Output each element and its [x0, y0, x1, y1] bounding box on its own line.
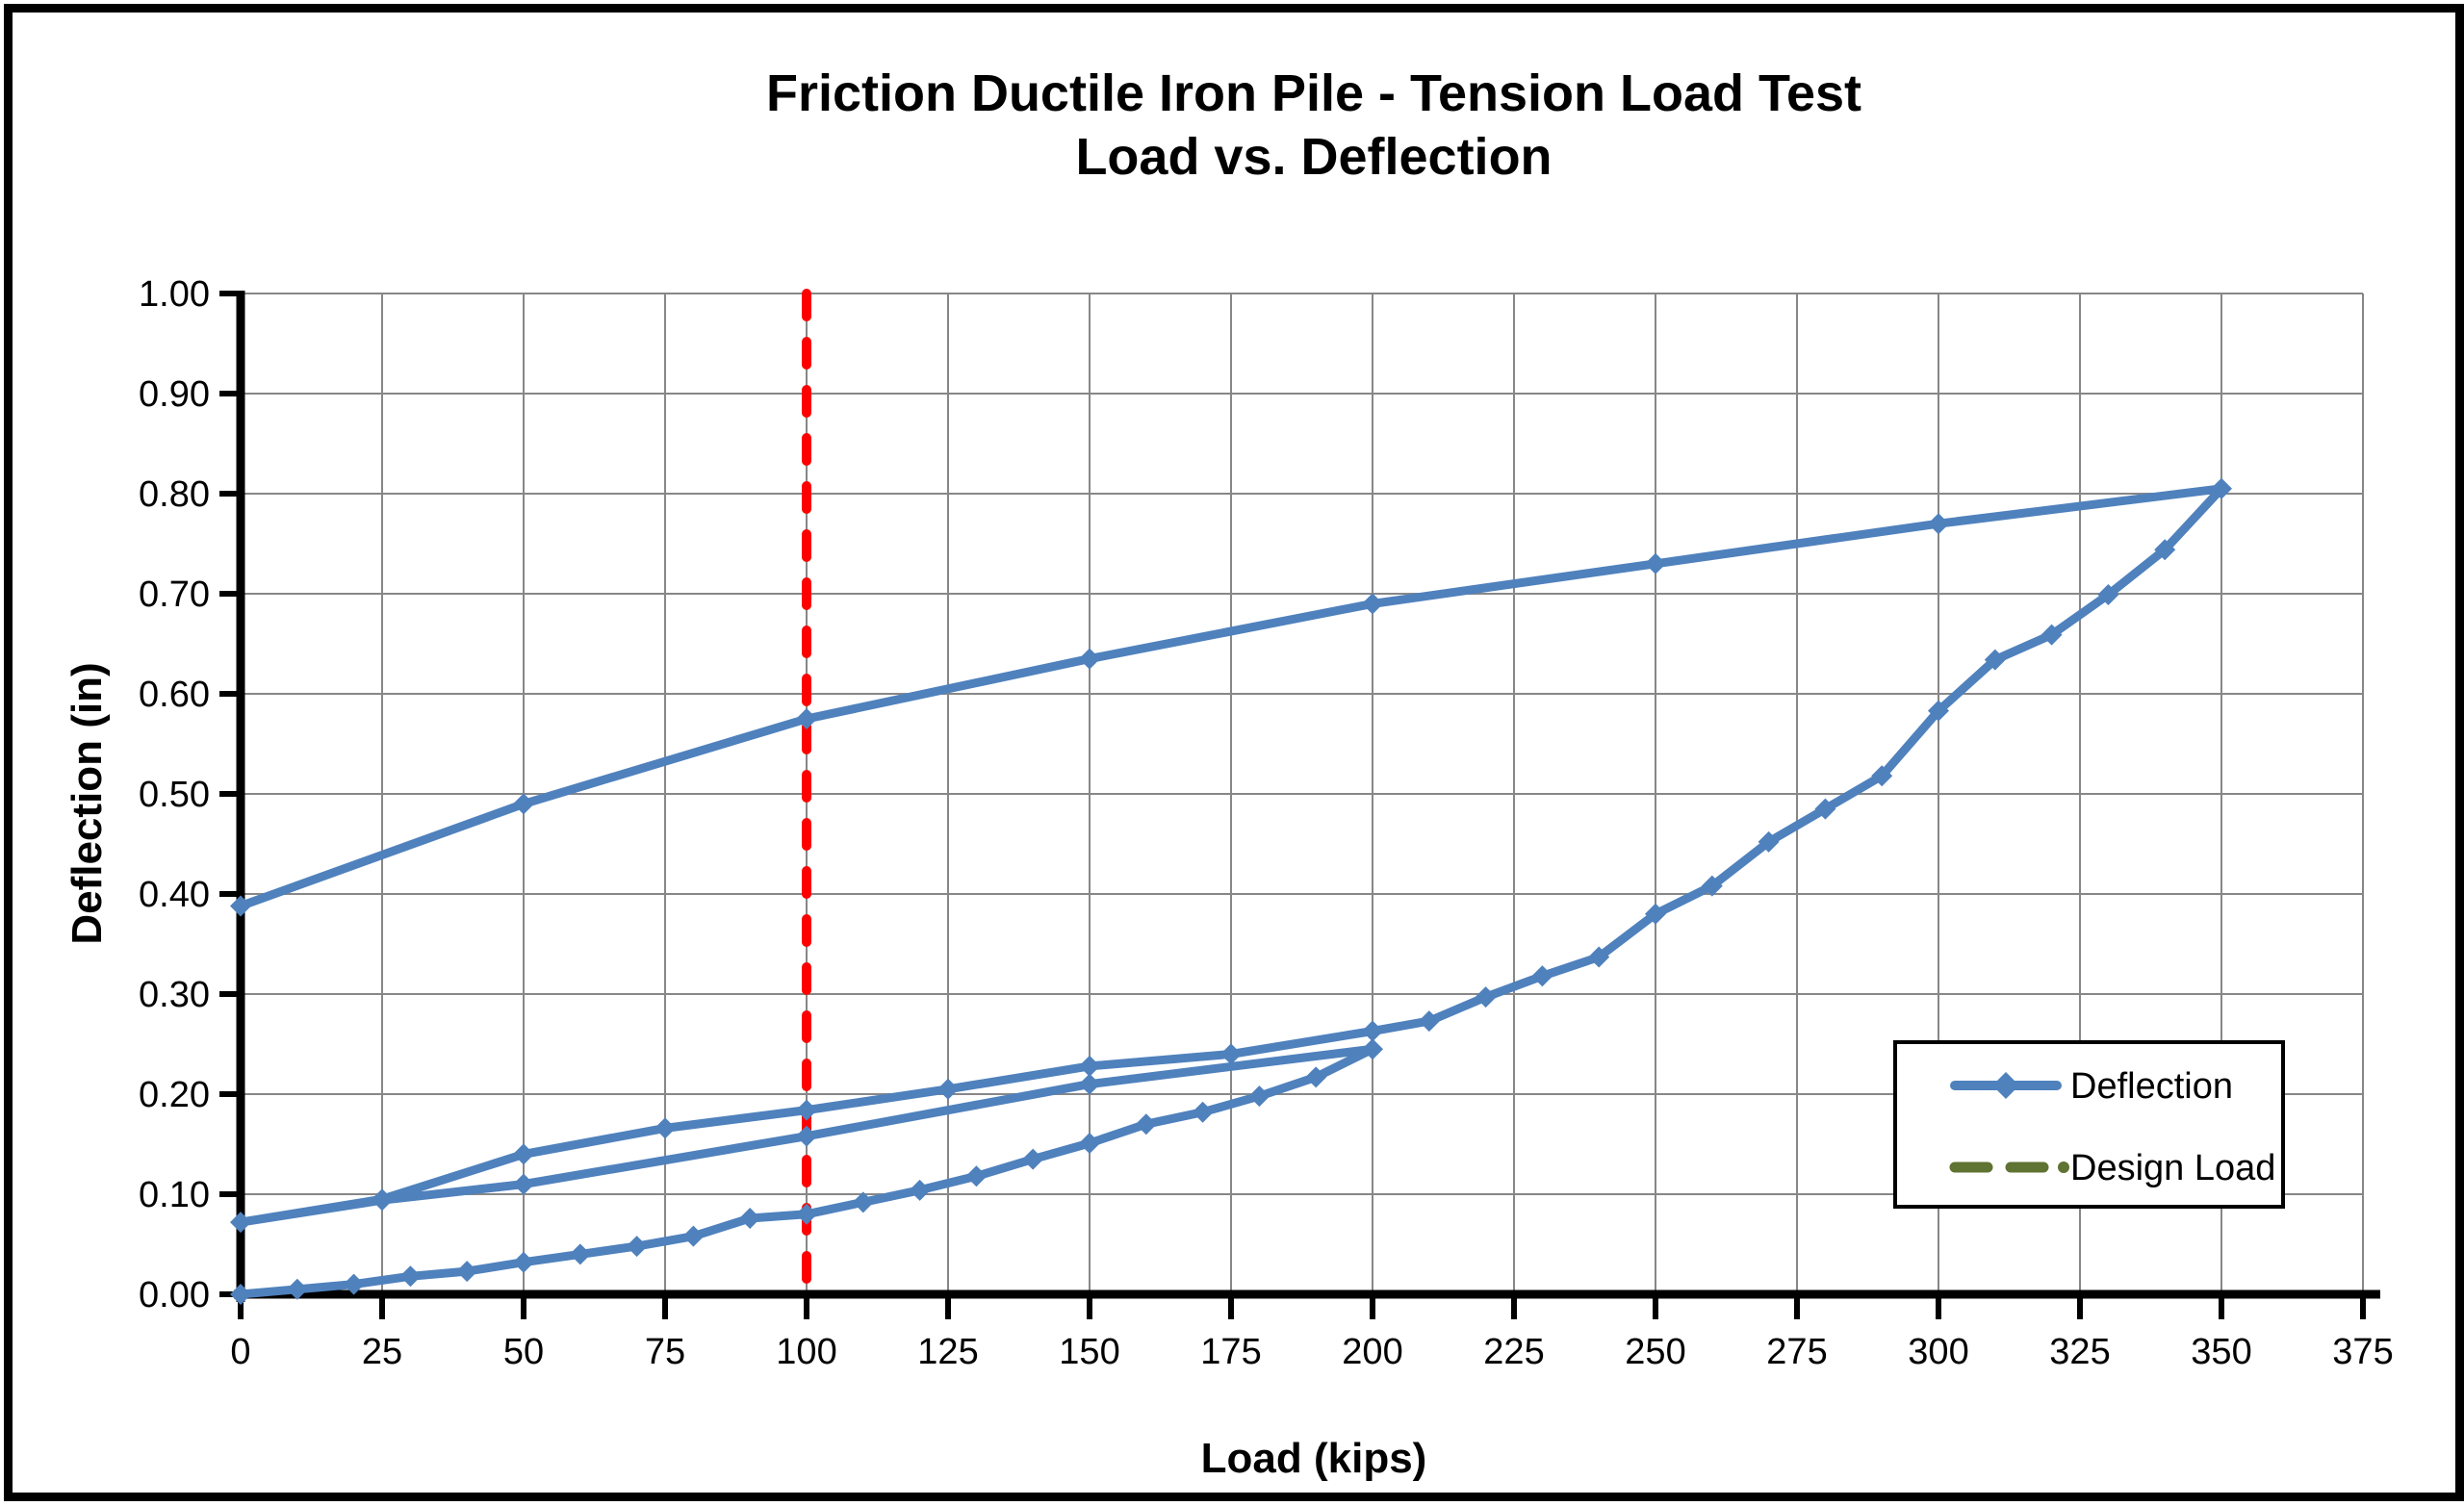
- deflection-marker-1: [286, 1278, 308, 1300]
- deflection-marker-23: [513, 1173, 534, 1195]
- deflection-marker-3: [399, 1265, 422, 1288]
- deflection-marker-13: [965, 1165, 988, 1187]
- y-tick-label-0.70: 0.70: [139, 574, 210, 615]
- deflection-marker-53: [796, 708, 817, 729]
- y-tick-label-0.40: 0.40: [139, 875, 210, 915]
- deflection-marker-9: [739, 1207, 761, 1229]
- legend-design-load-dot-icon: [2058, 1161, 2069, 1173]
- title-line-1: Friction Ductile Iron Pile - Tension Loa…: [765, 64, 1862, 122]
- deflection-marker-52: [1079, 648, 1100, 670]
- deflection-marker-16: [1135, 1113, 1157, 1136]
- load-deflection-chart: 0.00 0.10 0.20 0.30 0.40 0.50 0.60 0.70 0.80 0.90…: [139, 274, 2394, 1372]
- deflection-marker-51: [1362, 593, 1383, 615]
- x-tick-label-375: 375: [2332, 1332, 2393, 1372]
- x-tick-label-100: 100: [776, 1332, 836, 1372]
- y-tick-label-0.20: 0.20: [139, 1075, 210, 1115]
- deflection-marker-26: [372, 1188, 393, 1211]
- deflection-marker-18: [1248, 1085, 1270, 1108]
- deflection-marker-49: [1928, 513, 1949, 535]
- deflection-marker-46: [2097, 584, 2119, 606]
- legend-box: [1893, 1040, 2285, 1209]
- x-tick-label-275: 275: [1766, 1332, 1827, 1372]
- deflection-marker-37: [1588, 946, 1610, 968]
- deflection-marker-40: [1758, 830, 1780, 853]
- deflection-marker-48: [2211, 477, 2232, 499]
- x-tick-label-250: 250: [1625, 1332, 1685, 1372]
- x-tick-label-75: 75: [645, 1332, 685, 1372]
- deflection-marker-43: [1928, 700, 1949, 722]
- deflection-marker-41: [1814, 798, 1836, 820]
- deflection-marker-27: [513, 1143, 534, 1165]
- legend-deflection-label: Deflection: [2070, 1066, 2233, 1107]
- deflection-marker-14: [1022, 1148, 1044, 1170]
- deflection-marker-7: [626, 1236, 648, 1258]
- deflection-marker-5: [513, 1251, 534, 1273]
- deflection-marker-20: [1362, 1038, 1383, 1060]
- y-tick-label-1.00: 1.00: [139, 274, 210, 315]
- x-tick-label-25: 25: [362, 1332, 402, 1372]
- deflection-marker-34: [1418, 1010, 1440, 1033]
- deflection-marker-0: [230, 1284, 251, 1305]
- title-line-2: Load vs. Deflection: [1075, 127, 1553, 186]
- legend-deflection-diamond-icon: [1992, 1072, 2019, 1099]
- x-tick-label-350: 350: [2191, 1332, 2251, 1372]
- x-tick-label-325: 325: [2049, 1332, 2110, 1372]
- deflection-marker-39: [1701, 875, 1723, 897]
- chart-frame: Friction Ductile Iron Pile - Tension Loa…: [4, 4, 2464, 1501]
- y-tick-label-0.00: 0.00: [139, 1275, 210, 1315]
- page-title: Friction Ductile Iron Pile - Tension Loa…: [766, 63, 1861, 190]
- y-tick-label-0.80: 0.80: [139, 474, 210, 515]
- deflection-marker-11: [852, 1191, 874, 1213]
- deflection-marker-19: [1305, 1066, 1327, 1088]
- deflection-marker-22: [796, 1125, 817, 1147]
- deflection-marker-30: [937, 1078, 959, 1100]
- deflection-marker-25: [230, 1212, 251, 1234]
- deflection-marker-55: [230, 895, 251, 917]
- deflection-marker-45: [2040, 624, 2063, 646]
- deflection-marker-12: [909, 1179, 931, 1201]
- deflection-marker-31: [1079, 1055, 1100, 1077]
- deflection-marker-47: [2154, 539, 2176, 561]
- deflection-marker-36: [1531, 965, 1553, 987]
- deflection-marker-29: [796, 1099, 817, 1121]
- deflection-marker-35: [1475, 986, 1497, 1008]
- deflection-marker-54: [513, 793, 534, 815]
- deflection-marker-38: [1645, 903, 1666, 925]
- x-tick-label-300: 300: [1908, 1332, 1968, 1372]
- deflection-marker-15: [1079, 1132, 1100, 1154]
- x-tick-label-125: 125: [917, 1332, 978, 1372]
- deflection-marker-50: [1645, 552, 1666, 574]
- deflection-marker-8: [682, 1225, 705, 1247]
- deflection-marker-2: [343, 1273, 365, 1295]
- deflection-marker-33: [1362, 1020, 1383, 1042]
- deflection-marker-42: [1871, 765, 1893, 787]
- x-axis-title: Load (kips): [1200, 1435, 1427, 1482]
- x-tick-label-50: 50: [503, 1332, 544, 1372]
- deflection-marker-10: [796, 1203, 817, 1225]
- deflection-marker-17: [1192, 1101, 1214, 1123]
- deflection-marker-21: [1079, 1073, 1100, 1095]
- deflection-marker-32: [1220, 1043, 1242, 1065]
- deflection-marker-44: [1984, 649, 2006, 671]
- x-tick-label-200: 200: [1342, 1332, 1402, 1372]
- x-tick-label-175: 175: [1200, 1332, 1261, 1372]
- x-tick-label-0: 0: [230, 1332, 250, 1372]
- y-tick-label-0.60: 0.60: [139, 675, 210, 715]
- deflection-marker-4: [456, 1261, 478, 1283]
- y-tick-label-0.10: 0.10: [139, 1175, 210, 1215]
- x-tick-label-150: 150: [1059, 1332, 1119, 1372]
- deflection-marker-6: [569, 1243, 591, 1265]
- y-tick-label-0.30: 0.30: [139, 975, 210, 1015]
- y-tick-label-0.50: 0.50: [139, 775, 210, 815]
- deflection-marker-28: [654, 1117, 676, 1139]
- legend-design-load-label: Design Load: [2070, 1148, 2275, 1188]
- y-tick-label-0.90: 0.90: [139, 374, 210, 415]
- x-tick-label-225: 225: [1483, 1332, 1544, 1372]
